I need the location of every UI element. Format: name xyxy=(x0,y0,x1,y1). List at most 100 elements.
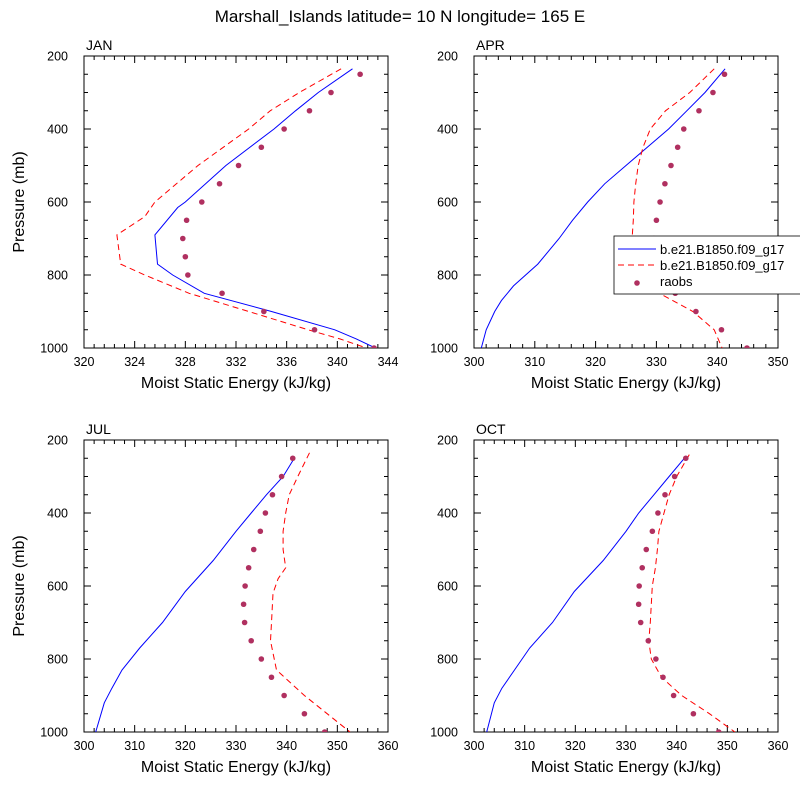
plot-frame xyxy=(83,55,389,349)
legend-label: b.e21.B1850.f09_g17 xyxy=(660,242,784,257)
legend-label: b.e21.B1850.f09_g17 xyxy=(660,258,784,273)
x-tick-label: 330 xyxy=(616,739,637,753)
raobs-point xyxy=(635,601,642,608)
raobs-point xyxy=(242,583,248,589)
raobs-point xyxy=(674,144,681,151)
x-tick-label: 350 xyxy=(327,739,348,753)
raobs-point xyxy=(645,637,652,644)
y-tick-label: 800 xyxy=(437,269,458,283)
raobs-point xyxy=(680,126,687,132)
x-tick-label: 340 xyxy=(327,355,348,369)
raobs-point xyxy=(278,473,285,480)
y-tick-label: 400 xyxy=(47,123,68,137)
x-tick-label: 320 xyxy=(175,739,196,753)
x-axis-label: Moist Static Energy (kJ/kg) xyxy=(531,759,721,776)
x-tick-label: 320 xyxy=(585,355,606,369)
raobs-point xyxy=(637,619,644,626)
raobs-point xyxy=(710,89,716,96)
y-tick-label: 400 xyxy=(47,507,68,521)
raobs-point xyxy=(262,510,269,516)
series-line-solid xyxy=(480,68,726,348)
y-tick-label: 600 xyxy=(47,580,68,594)
raobs-point xyxy=(311,326,318,333)
raobs-point xyxy=(219,290,225,297)
raobs-point xyxy=(268,674,275,681)
x-tick-label: 328 xyxy=(175,355,196,369)
series-group xyxy=(95,452,351,732)
y-tick-label: 200 xyxy=(47,50,68,64)
raobs-point xyxy=(328,89,334,96)
raobs-point xyxy=(636,583,642,589)
raobs-point xyxy=(653,656,659,662)
raobs-point xyxy=(649,528,656,535)
raobs-point xyxy=(248,637,254,644)
raobs-point xyxy=(653,217,660,224)
y-tick-label: 600 xyxy=(437,580,458,594)
x-tick-label: 344 xyxy=(378,355,399,369)
x-axis-label: Moist Static Energy (kJ/kg) xyxy=(141,375,331,392)
raobs-point xyxy=(668,162,674,169)
x-tick-label: 300 xyxy=(464,355,485,369)
raobs-point xyxy=(671,473,678,480)
series-line-dashed xyxy=(269,452,351,732)
panel-apr: APR 300 310 320 330 340 350 200 400 600 800 1000 Moi… xyxy=(430,37,788,392)
raobs-point xyxy=(269,491,276,498)
plot-frame xyxy=(473,55,779,349)
y-tick-label: 800 xyxy=(47,269,68,283)
raobs-point xyxy=(235,162,242,169)
y-tick-label: 1000 xyxy=(40,726,68,740)
raobs-point xyxy=(639,564,646,571)
x-tick-label: 320 xyxy=(74,355,95,369)
x-tick-label: 360 xyxy=(768,739,789,753)
legend: b.e21.B1850.f09_g17b.e21.B1850.f09_g17ra… xyxy=(613,235,800,295)
x-tick-label: 300 xyxy=(464,739,485,753)
raobs-point xyxy=(643,546,650,553)
raobs-point xyxy=(721,71,728,78)
x-tick-label: 330 xyxy=(226,739,247,753)
raobs-point xyxy=(662,491,668,498)
raobs-point xyxy=(257,528,264,535)
raobs-point xyxy=(258,656,265,662)
raobs-point xyxy=(180,235,186,242)
x-axis-label: Moist Static Energy (kJ/kg) xyxy=(141,759,331,776)
raobs-point xyxy=(281,126,287,132)
x-tick-label: 330 xyxy=(646,355,667,369)
raobs-point xyxy=(216,180,223,187)
x-tick-label: 310 xyxy=(124,739,145,753)
raobs-point xyxy=(199,199,205,205)
raobs-point xyxy=(240,601,247,608)
raobs-point xyxy=(718,326,725,333)
plot-frame xyxy=(83,439,389,733)
legend-label: raobs xyxy=(660,274,693,289)
y-tick-label: 1000 xyxy=(40,342,68,356)
panel-title: JAN xyxy=(86,37,112,53)
y-tick-label: 600 xyxy=(47,196,68,210)
raobs-point xyxy=(682,455,689,462)
raobs-point xyxy=(258,144,265,151)
figure-title: Marshall_Islands latitude= 10 N longitud… xyxy=(215,7,585,26)
panel-jul: JUL 300 310 320 330 340 350 360 200 400 600 800 1000… xyxy=(11,421,398,776)
raobs-point xyxy=(185,272,191,278)
series-group xyxy=(480,68,750,348)
series-line-solid xyxy=(154,68,376,348)
series-line-solid xyxy=(486,457,685,732)
panels-group: JAN 320 324 328 332 336 340 344 200 400 600 800 1000… xyxy=(11,37,788,776)
raobs-point xyxy=(693,308,699,315)
series-line-dashed xyxy=(116,68,367,348)
panel-jan: JAN 320 324 328 332 336 340 344 200 400 600 800 1000… xyxy=(11,37,398,392)
x-tick-label: 350 xyxy=(717,739,738,753)
raobs-point xyxy=(241,619,248,626)
y-tick-label: 800 xyxy=(437,653,458,667)
x-tick-label: 336 xyxy=(276,355,297,369)
panel-oct: OCT 300 310 320 330 340 350 360 200 400 600 800 1000… xyxy=(430,421,788,776)
x-tick-label: 310 xyxy=(514,739,535,753)
y-tick-label: 200 xyxy=(437,434,458,448)
raobs-point xyxy=(289,455,296,462)
x-tick-label: 332 xyxy=(226,355,247,369)
raobs-point xyxy=(670,692,677,699)
raobs-point xyxy=(245,564,252,571)
raobs-point xyxy=(655,510,661,516)
raobs-point xyxy=(250,546,257,553)
y-tick-label: 800 xyxy=(47,653,68,667)
